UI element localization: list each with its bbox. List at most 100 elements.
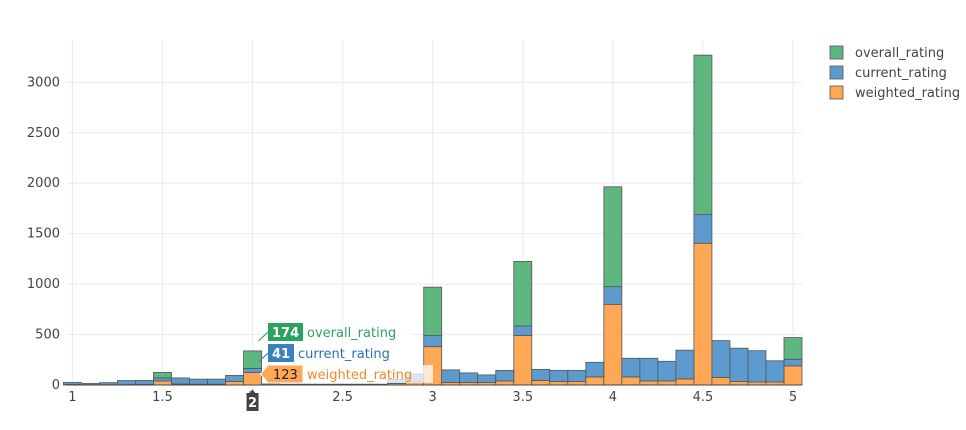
- hover-label-overall-rating: 174 overall_rating: [258, 323, 413, 342]
- hover-name-bg: [303, 365, 433, 383]
- bar-current-rating[interactable]: [62, 382, 82, 385]
- x-tick-label: 1.5: [152, 390, 173, 405]
- y-tick-label: 2000: [27, 176, 60, 191]
- bar-current-rating[interactable]: [531, 368, 551, 381]
- bar-current-rating[interactable]: [513, 325, 533, 336]
- bar-current-rating[interactable]: [459, 372, 479, 383]
- bar-overall-rating[interactable]: [513, 261, 533, 327]
- x-tick-label: 4.5: [693, 390, 714, 405]
- bar-current-rating[interactable]: [207, 378, 226, 385]
- hover-value: 123: [273, 368, 298, 383]
- bar-weighted-rating[interactable]: [531, 380, 551, 386]
- bar-weighted-rating[interactable]: [549, 381, 569, 386]
- bar-current-rating[interactable]: [423, 335, 443, 348]
- legend-swatch[interactable]: [829, 85, 844, 100]
- bar-weighted-rating[interactable]: [225, 381, 244, 386]
- bar-current-rating[interactable]: [171, 377, 190, 385]
- x-tick-label: 1: [68, 390, 76, 405]
- bar-weighted-rating[interactable]: [243, 372, 262, 386]
- hover-name-bg: [294, 344, 404, 362]
- bar-current-rating[interactable]: [603, 286, 623, 305]
- bar-overall-rating[interactable]: [783, 337, 803, 360]
- bar-current-rating[interactable]: [99, 382, 118, 386]
- bar-current-rating[interactable]: [549, 369, 569, 382]
- legend-label[interactable]: current_rating: [855, 66, 947, 81]
- series-current-rating: [62, 214, 803, 386]
- hover-pointer: [258, 331, 269, 342]
- bar-current-rating[interactable]: [729, 347, 749, 382]
- bar-weighted-rating[interactable]: [585, 376, 605, 386]
- hover-label-weighted-rating: 123 weighted_rating: [259, 364, 433, 384]
- bar-weighted-rating[interactable]: [495, 380, 515, 386]
- x-tick-label: 5: [789, 390, 797, 405]
- bar-current-rating[interactable]: [693, 214, 713, 244]
- y-tick-label: 3000: [27, 75, 60, 90]
- bar-current-rating[interactable]: [243, 368, 262, 373]
- bar-current-rating[interactable]: [711, 340, 731, 378]
- bar-weighted-rating[interactable]: [657, 380, 677, 386]
- bar-weighted-rating[interactable]: [567, 381, 587, 386]
- series-overall-rating: [153, 54, 803, 379]
- bar-weighted-rating[interactable]: [153, 380, 172, 386]
- bar-current-rating[interactable]: [153, 377, 172, 382]
- legend-label[interactable]: weighted_rating: [855, 86, 960, 101]
- bar-current-rating[interactable]: [567, 369, 587, 382]
- x-tick-label: 3: [429, 390, 437, 405]
- axes: 11.522.533.544.5505001000150020002500300…: [27, 75, 802, 405]
- y-tick-label: 1000: [27, 277, 60, 292]
- bar-overall-rating[interactable]: [153, 371, 172, 379]
- bar-current-rating[interactable]: [441, 369, 461, 383]
- x-hover-value: 2: [248, 396, 257, 411]
- hover-value: 41: [272, 347, 290, 362]
- legend-swatch[interactable]: [829, 45, 844, 60]
- legend-swatch[interactable]: [829, 65, 844, 80]
- bar-current-rating[interactable]: [747, 350, 767, 383]
- hover-value-box: [268, 344, 294, 362]
- hover-series-name: overall_rating: [307, 326, 396, 341]
- y-tick-label: 500: [35, 328, 60, 343]
- hover-series-name: current_rating: [298, 347, 390, 362]
- bar-weighted-rating[interactable]: [675, 378, 695, 386]
- x-hover-marker: 2: [246, 389, 259, 411]
- bar-current-rating[interactable]: [585, 361, 605, 378]
- bar-current-rating[interactable]: [117, 380, 136, 385]
- x-tick-label: 3.5: [512, 390, 533, 405]
- bar-weighted-rating[interactable]: [711, 377, 731, 386]
- bar-current-rating[interactable]: [225, 375, 244, 382]
- bar-weighted-rating[interactable]: [513, 335, 533, 386]
- bar-current-rating[interactable]: [639, 357, 659, 382]
- y-tick-label: 1500: [27, 227, 60, 242]
- bar-weighted-rating[interactable]: [603, 303, 623, 386]
- bar-current-rating[interactable]: [765, 360, 785, 383]
- bar-weighted-rating[interactable]: [639, 380, 659, 386]
- bar-weighted-rating[interactable]: [621, 376, 641, 386]
- hover-series-name: weighted_rating: [307, 368, 412, 383]
- hover-value-box: [268, 323, 303, 341]
- x-tick-label: 2.5: [332, 390, 353, 405]
- bar-weighted-rating[interactable]: [783, 365, 803, 386]
- hover-name-bg: [303, 323, 413, 341]
- hover-pointer: [258, 352, 269, 363]
- bar-current-rating[interactable]: [621, 357, 641, 378]
- bar-current-rating[interactable]: [783, 358, 803, 367]
- legend: overall_rating current_rating weighted_rat…: [829, 45, 960, 101]
- y-tick-label: 0: [52, 378, 60, 393]
- bar-current-rating[interactable]: [657, 360, 677, 382]
- bar-current-rating[interactable]: [675, 349, 695, 380]
- bar-overall-rating[interactable]: [603, 186, 623, 288]
- bar-weighted-rating[interactable]: [693, 242, 713, 386]
- bar-current-rating[interactable]: [477, 374, 497, 383]
- bar-current-rating[interactable]: [189, 378, 208, 385]
- legend-label[interactable]: overall_rating: [855, 46, 944, 61]
- x-hover-marker-box: [246, 389, 259, 411]
- bar-overall-rating[interactable]: [243, 350, 262, 369]
- bar-weighted-rating[interactable]: [729, 381, 749, 386]
- bar-current-rating[interactable]: [495, 369, 515, 382]
- bar-current-rating[interactable]: [135, 380, 154, 385]
- y-tick-label: 2500: [27, 126, 60, 141]
- bar-overall-rating[interactable]: [693, 54, 713, 215]
- hover-label-current-rating: 41 current_rating: [258, 344, 404, 363]
- bar-overall-rating[interactable]: [423, 286, 443, 336]
